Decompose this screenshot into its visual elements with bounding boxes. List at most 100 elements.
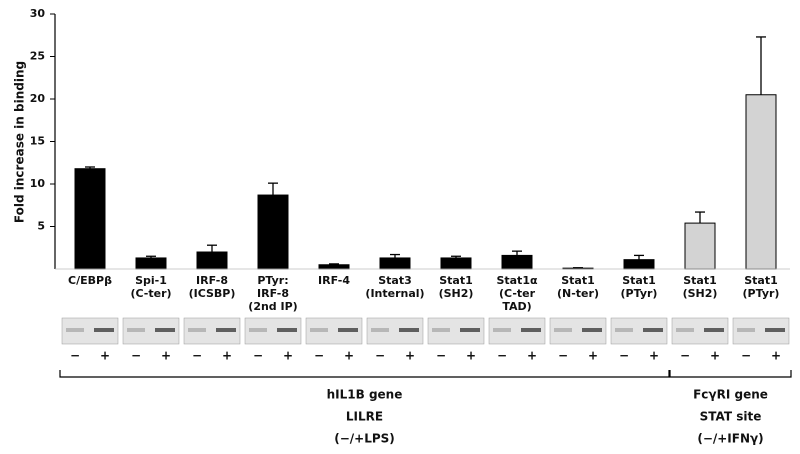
x-tick-label: IRF-8 bbox=[257, 287, 289, 300]
lane-label: − bbox=[253, 349, 263, 363]
gel-band bbox=[460, 328, 480, 332]
lane-label: + bbox=[527, 349, 537, 363]
bar bbox=[745, 94, 777, 270]
x-tick-label: (N-ter) bbox=[557, 287, 599, 300]
bar bbox=[379, 257, 411, 270]
y-tick-label: 15 bbox=[30, 135, 45, 148]
x-tick-label: (Internal) bbox=[365, 287, 424, 300]
lane-label: − bbox=[314, 349, 324, 363]
gel-band bbox=[554, 328, 572, 332]
lane-label: + bbox=[161, 349, 171, 363]
x-tick-label: (2nd IP) bbox=[248, 300, 297, 313]
x-tick-label: (SH2) bbox=[683, 287, 718, 300]
lane-label: − bbox=[70, 349, 80, 363]
lane-label: + bbox=[649, 349, 659, 363]
gel-band bbox=[432, 328, 450, 332]
gel-band bbox=[676, 328, 694, 332]
lane-label: − bbox=[497, 349, 507, 363]
group-label: LILRE bbox=[346, 410, 383, 424]
gel-band bbox=[310, 328, 328, 332]
group-label: hIL1B gene bbox=[327, 388, 403, 402]
lane-label: + bbox=[100, 349, 110, 363]
lane-label: − bbox=[131, 349, 141, 363]
bar bbox=[440, 257, 472, 270]
x-tick-label: (C-ter bbox=[499, 287, 536, 300]
lane-label: + bbox=[588, 349, 598, 363]
gel-band bbox=[216, 328, 236, 332]
lane-label: + bbox=[222, 349, 232, 363]
x-tick-label: (C-ter) bbox=[130, 287, 171, 300]
y-tick-label: 30 bbox=[30, 7, 46, 20]
lane-label: − bbox=[741, 349, 751, 363]
x-tick-label: Stat1 bbox=[744, 274, 778, 287]
y-tick-label: 10 bbox=[30, 177, 46, 190]
gel-band bbox=[94, 328, 114, 332]
lane-label: − bbox=[619, 349, 629, 363]
lane-label: + bbox=[283, 349, 293, 363]
x-tick-label: Stat1 bbox=[561, 274, 595, 287]
gel-band bbox=[704, 328, 724, 332]
lane-label: − bbox=[375, 349, 385, 363]
group-label: FcγRI gene bbox=[693, 388, 768, 402]
lane-label: + bbox=[771, 349, 781, 363]
gel-band bbox=[155, 328, 175, 332]
y-axis-label: Fold increase in binding bbox=[13, 61, 27, 223]
x-tick-label: (SH2) bbox=[439, 287, 474, 300]
group-label: STAT site bbox=[700, 410, 762, 424]
lane-label: + bbox=[466, 349, 476, 363]
group-label: (−/+IFNγ) bbox=[697, 432, 763, 446]
x-tick-label: Stat1 bbox=[439, 274, 473, 287]
bar bbox=[74, 168, 106, 270]
group-label: (−/+LPS) bbox=[334, 432, 395, 446]
bar bbox=[623, 259, 655, 270]
y-tick-label: 5 bbox=[37, 220, 45, 233]
bar bbox=[684, 222, 716, 270]
gel-band bbox=[582, 328, 602, 332]
gel-band bbox=[277, 328, 297, 332]
x-tick-label: IRF-8 bbox=[196, 274, 228, 287]
gel-band bbox=[66, 328, 84, 332]
gel-band bbox=[249, 328, 267, 332]
gel-band bbox=[615, 328, 633, 332]
lane-label: − bbox=[192, 349, 202, 363]
y-tick-label: 20 bbox=[30, 92, 46, 105]
gel-band bbox=[643, 328, 663, 332]
x-tick-label: Stat1 bbox=[683, 274, 717, 287]
x-tick-label: (PTyr) bbox=[621, 287, 658, 300]
bar bbox=[257, 194, 289, 270]
x-tick-label: PTyr: bbox=[257, 274, 288, 287]
x-tick-label: IRF-4 bbox=[318, 274, 350, 287]
gel-band bbox=[188, 328, 206, 332]
gel-band bbox=[521, 328, 541, 332]
gel-band bbox=[127, 328, 145, 332]
lane-label: − bbox=[680, 349, 690, 363]
gel-band bbox=[338, 328, 358, 332]
x-tick-label: Stat1 bbox=[622, 274, 656, 287]
bar bbox=[135, 257, 167, 270]
gel-band bbox=[399, 328, 419, 332]
gel-band bbox=[765, 328, 785, 332]
gel-band bbox=[737, 328, 755, 332]
y-tick-label: 25 bbox=[30, 50, 45, 63]
x-tick-label: (ICSBP) bbox=[189, 287, 236, 300]
x-tick-label: Spi-1 bbox=[135, 274, 167, 287]
lane-label: − bbox=[436, 349, 446, 363]
bar bbox=[196, 251, 228, 270]
x-tick-label: (PTyr) bbox=[743, 287, 780, 300]
lane-label: + bbox=[344, 349, 354, 363]
group-bracket bbox=[669, 370, 792, 378]
lane-label: + bbox=[405, 349, 415, 363]
bar bbox=[318, 264, 350, 270]
x-tick-label: C/EBPβ bbox=[68, 274, 112, 287]
bar bbox=[501, 254, 533, 270]
x-tick-label: TAD) bbox=[502, 300, 531, 313]
gel-band bbox=[493, 328, 511, 332]
group-bracket bbox=[59, 370, 670, 378]
lane-label: + bbox=[710, 349, 720, 363]
x-tick-label: Stat3 bbox=[378, 274, 412, 287]
x-tick-label: Stat1α bbox=[496, 274, 538, 287]
lane-label: − bbox=[558, 349, 568, 363]
gel-band bbox=[371, 328, 389, 332]
